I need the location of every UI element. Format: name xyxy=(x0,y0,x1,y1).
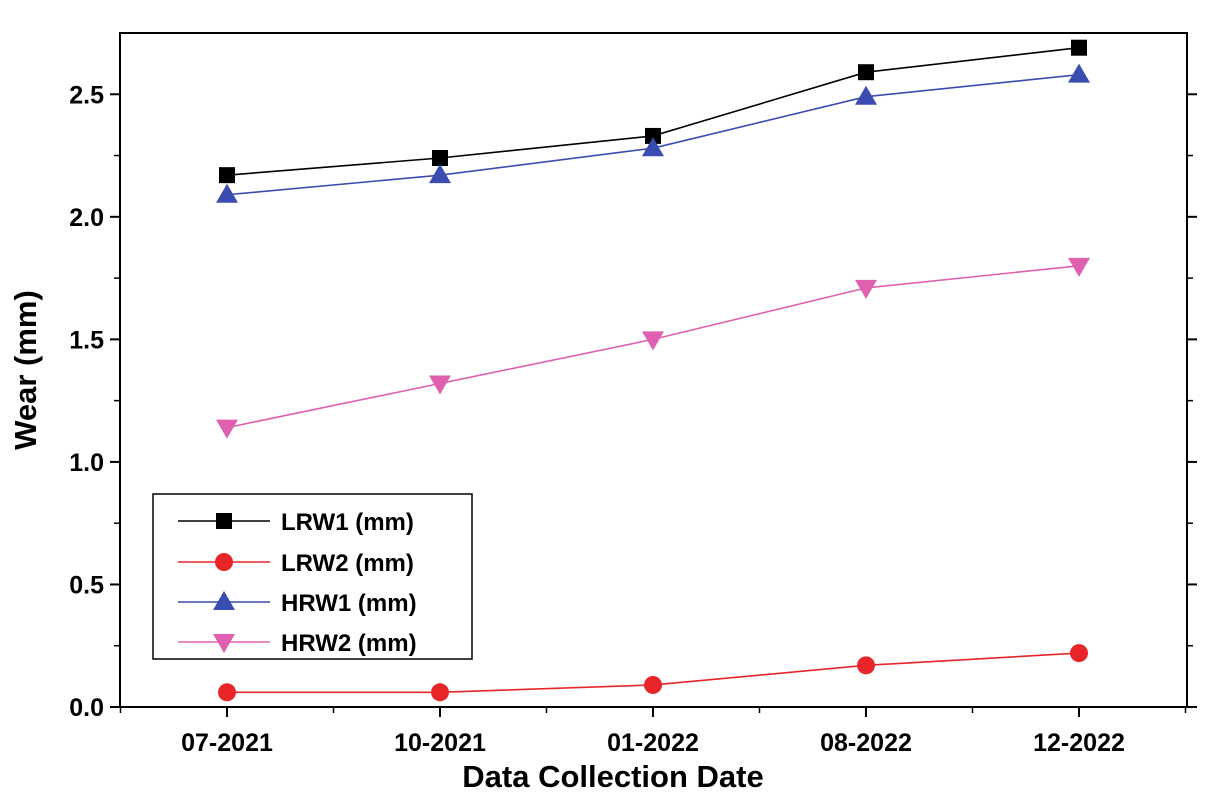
y-axis: 0.0 0.5 1.0 1.5 2.0 2.5 xyxy=(69,81,1197,722)
data-point xyxy=(216,419,238,439)
legend-entry: LRW2 (mm) xyxy=(178,550,414,577)
data-point xyxy=(219,167,235,184)
data-point xyxy=(857,656,875,675)
series-3 xyxy=(216,63,1090,203)
data-point xyxy=(431,683,449,702)
data-point xyxy=(1071,39,1087,56)
legend-entry: LRW1 (mm) xyxy=(178,509,414,536)
series-1 xyxy=(219,39,1087,184)
data-point xyxy=(216,183,238,203)
data-point xyxy=(644,675,662,694)
y-tick-label: 0.5 xyxy=(69,571,104,599)
series-layer xyxy=(216,39,1090,702)
data-point xyxy=(218,683,236,702)
x-tick-label: 07-2021 xyxy=(181,729,273,757)
data-point xyxy=(1068,257,1090,277)
legend-marker xyxy=(213,591,235,610)
data-point xyxy=(645,127,661,144)
x-tick-label: 10-2021 xyxy=(394,729,486,757)
legend-marker xyxy=(215,553,233,571)
data-point xyxy=(855,279,877,299)
legend-marker xyxy=(213,634,235,653)
y-tick-label: 1.0 xyxy=(69,449,104,477)
data-point xyxy=(1068,63,1090,83)
data-point xyxy=(429,375,451,395)
legend-label: HRW1 (mm) xyxy=(281,590,417,617)
legend-label: HRW2 (mm) xyxy=(281,630,417,657)
legend: LRW1 (mm) LRW2 (mm) HRW1 (mm) HRW2 (mm) xyxy=(152,493,473,660)
legend-label: LRW2 (mm) xyxy=(281,550,414,577)
x-tick-label: 01-2022 xyxy=(607,729,699,757)
y-tick-label: 2.0 xyxy=(69,204,104,232)
y-tick-label: 2.5 xyxy=(69,81,104,109)
x-axis: 07-2021 10-2021 01-2022 08-2022 12-2022 xyxy=(119,707,1187,757)
y-tick-label: 1.5 xyxy=(69,326,104,354)
y-axis-title: Wear (mm) xyxy=(8,290,43,450)
x-tick-label: 08-2022 xyxy=(820,729,912,757)
y-tick-label: 0.0 xyxy=(69,694,104,722)
data-point xyxy=(432,149,448,166)
series-2 xyxy=(218,644,1088,702)
legend-marker xyxy=(216,513,232,529)
x-axis-title: Data Collection Date xyxy=(462,759,763,794)
data-point xyxy=(858,64,874,81)
legend-label: LRW1 (mm) xyxy=(281,509,414,536)
series-4 xyxy=(216,257,1090,439)
legend-entry: HRW2 (mm) xyxy=(178,630,417,657)
x-tick-label: 12-2022 xyxy=(1033,729,1125,757)
legend-entry: HRW1 (mm) xyxy=(178,590,417,617)
data-point xyxy=(855,85,877,105)
data-point xyxy=(642,331,664,351)
data-point xyxy=(1070,644,1088,663)
data-point xyxy=(429,164,451,184)
data-point xyxy=(642,137,664,157)
